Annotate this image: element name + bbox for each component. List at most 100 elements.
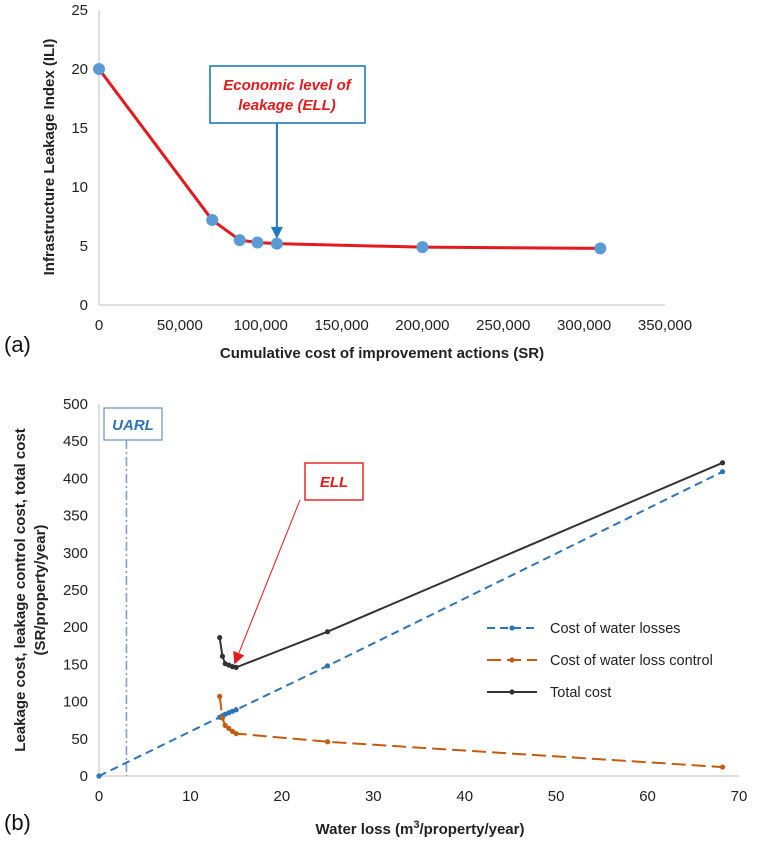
legend-item: Cost of water losses xyxy=(487,621,681,637)
ell-annotation: Economic level of leakage (ELL) xyxy=(209,65,366,239)
series-total-cost xyxy=(217,460,726,670)
y-tick-labels: 0 5 10 15 20 25 xyxy=(71,2,88,314)
data-point xyxy=(93,63,105,75)
data-point xyxy=(719,460,726,466)
y-axis-label-line-2: (SR/property/year) xyxy=(32,525,49,656)
data-point xyxy=(233,707,239,713)
data-point xyxy=(219,653,226,659)
ell-label: ELL xyxy=(320,474,348,491)
data-point xyxy=(270,237,283,250)
cost-series xyxy=(96,460,726,779)
water-loss-cost-chart: 0 10 20 30 40 50 60 70 0 50 100 150 200 250 300 350 400… xyxy=(4,396,748,838)
data-point xyxy=(324,739,331,745)
ili-cost-chart: 0 50,000 100,000 150,000 200,000 250,000 300,0… xyxy=(4,2,692,362)
x-tick-labels: 0 50,000 100,000 150,000 200,000 250,000 300,0… xyxy=(95,317,692,334)
legend-marker xyxy=(509,625,515,631)
x-tick-label: 50 xyxy=(548,788,565,805)
legend: Cost of water losses Cost of water loss c… xyxy=(487,621,713,701)
data-point xyxy=(206,214,219,227)
y-tick-label: 20 xyxy=(71,61,88,78)
y-axis-label-line-1: Leakage cost, leakage control cost, tota… xyxy=(12,428,29,751)
x-tick-label: 40 xyxy=(456,788,473,805)
y-tick-label: 300 xyxy=(63,545,88,562)
x-tick-label: 100,000 xyxy=(234,317,288,334)
x-axis-label-superscript: 3 xyxy=(413,819,419,831)
data-point xyxy=(222,722,228,729)
y-tick-label: 200 xyxy=(63,619,88,636)
ili-series-points xyxy=(93,63,607,255)
y-tick-label: 500 xyxy=(63,396,88,413)
y-tick-label: 350 xyxy=(63,508,88,525)
uarl-box xyxy=(103,407,163,441)
panel-label-a: (a) xyxy=(4,332,31,357)
data-point xyxy=(233,234,246,247)
ell-annotation-arrowhead xyxy=(270,226,283,239)
data-point xyxy=(233,664,239,670)
legend-label: Total cost xyxy=(550,685,611,701)
x-axis-label-part-2: /property/year) xyxy=(419,821,524,838)
y-tick-label: 5 xyxy=(80,238,88,255)
x-tick-labels: 0 10 20 30 40 50 60 70 xyxy=(95,788,748,805)
uarl-marker: UARL xyxy=(103,407,163,776)
x-tick-label: 350,000 xyxy=(638,317,692,334)
series-cost-of-water-loss-control xyxy=(217,693,726,770)
legend-label: Cost of water loss control xyxy=(550,653,713,669)
x-tick-label: 50,000 xyxy=(157,317,203,334)
x-tick-label: 300,000 xyxy=(557,317,611,334)
y-tick-label: 100 xyxy=(63,694,88,711)
x-tick-label: 20 xyxy=(274,788,291,805)
data-point xyxy=(324,663,331,669)
data-point xyxy=(719,469,726,475)
data-point xyxy=(219,715,226,721)
y-axis-label: Infrastructure Leakage Index (ILI) xyxy=(41,39,58,276)
ell-arrow xyxy=(238,499,301,654)
y-tick-label: 0 xyxy=(80,297,88,314)
x-tick-label: 150,000 xyxy=(314,317,368,334)
legend-marker xyxy=(509,657,515,663)
data-point xyxy=(217,635,223,641)
x-tick-label: 200,000 xyxy=(395,317,449,334)
data-point xyxy=(416,241,429,254)
data-point xyxy=(324,629,331,635)
series-line xyxy=(218,696,723,769)
x-tick-label: 60 xyxy=(639,788,656,805)
uarl-label: UARL xyxy=(112,417,154,434)
data-point xyxy=(594,242,607,255)
legend-label: Cost of water losses xyxy=(550,621,681,637)
y-tick-label: 250 xyxy=(63,582,88,599)
y-tick-label: 15 xyxy=(71,120,88,137)
y-tick-label: 400 xyxy=(63,470,88,487)
ell-annotation-line-1: Economic level of xyxy=(223,77,353,94)
x-tick-label: 70 xyxy=(731,788,748,805)
data-point xyxy=(719,764,726,770)
x-tick-label: 0 xyxy=(95,317,103,334)
ell-arrowhead xyxy=(233,651,245,665)
data-point xyxy=(233,730,239,737)
legend-marker xyxy=(509,689,515,695)
data-point xyxy=(251,236,264,249)
x-tick-label: 0 xyxy=(95,788,103,805)
legend-item: Cost of water loss control xyxy=(487,653,713,669)
data-point xyxy=(226,725,232,731)
y-tick-label: 10 xyxy=(71,179,88,196)
x-axis-label: Water loss (m3/property/year) xyxy=(316,819,525,838)
x-axis-label: Cumulative cost of improvement actions (… xyxy=(220,345,544,362)
x-axis-label-part-1: Water loss (m xyxy=(316,821,414,838)
y-tick-label: 450 xyxy=(63,433,88,450)
data-point xyxy=(96,773,102,779)
ell-box xyxy=(304,462,364,501)
x-tick-label: 30 xyxy=(365,788,382,805)
y-tick-label: 50 xyxy=(71,731,88,748)
panel-label-b: (b) xyxy=(4,810,31,835)
x-tick-label: 250,000 xyxy=(476,317,530,334)
y-tick-label: 0 xyxy=(80,768,88,785)
legend-item: Total cost xyxy=(487,685,611,701)
ell-annotation-line-2: leakage (ELL) xyxy=(238,97,336,114)
ell-marker: ELL xyxy=(233,462,364,665)
y-tick-labels: 0 50 100 150 200 250 300 350 400 450 500 xyxy=(63,396,88,785)
x-tick-label: 10 xyxy=(182,788,199,805)
y-tick-label: 25 xyxy=(71,2,88,19)
ell-annotation-box xyxy=(209,65,366,124)
data-point xyxy=(217,693,223,699)
y-tick-label: 150 xyxy=(63,656,88,673)
